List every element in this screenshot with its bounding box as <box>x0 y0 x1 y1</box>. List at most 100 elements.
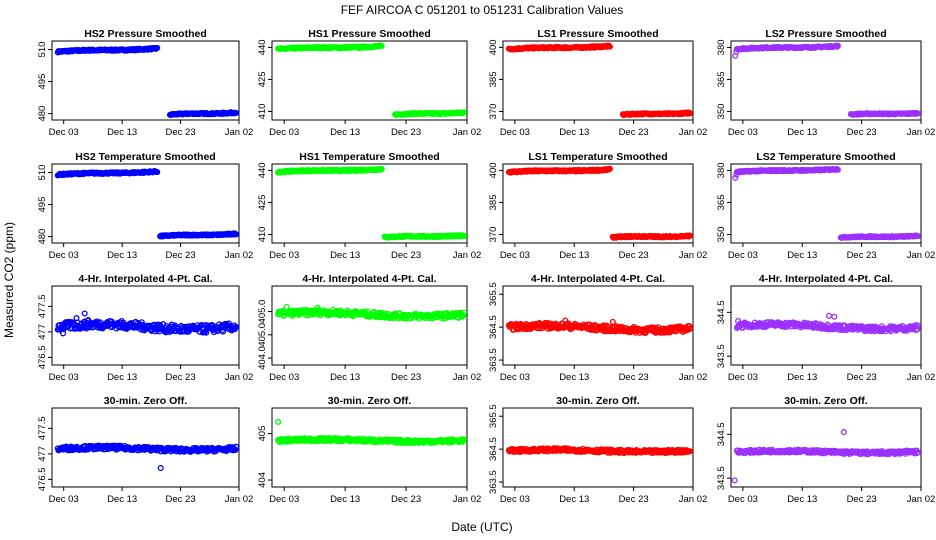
outlier-point <box>81 310 88 317</box>
x-tick-label: Dec 13 <box>559 494 589 505</box>
x-tick-label: Dec 03 <box>269 127 299 138</box>
data-point <box>606 165 613 172</box>
y-tick-label: 405 <box>257 426 268 442</box>
panel-title: HS2 Temperature Smoothed <box>75 151 215 163</box>
series-LS1 <box>505 317 694 336</box>
y-tick-label: 380 <box>716 162 727 178</box>
y-tick-label: 495 <box>37 74 48 90</box>
x-tick-label: Dec 13 <box>330 494 360 505</box>
panel-title: 30-min. Zero Off. <box>104 395 188 407</box>
x-tick-label: Dec 23 <box>391 494 421 505</box>
plot-frame <box>271 285 468 366</box>
data-point <box>378 42 385 50</box>
x-tick-label: Jan 02 <box>453 494 482 505</box>
y-tick-label: 370 <box>488 104 499 120</box>
data-point <box>154 44 161 51</box>
outlier-point <box>733 48 740 55</box>
panel-title: 30-min. Zero Off. <box>556 395 640 407</box>
panel-ls2_p: LS2 Pressure Smoothed 350 365 380 Dec 03 Dec … <box>716 28 935 138</box>
data-point <box>834 166 841 173</box>
panel-title: 4-Hr. Interpolated 4-Pt. Cal. <box>302 273 436 285</box>
plot-frame <box>271 407 468 488</box>
x-tick-label: Jan 02 <box>907 127 936 138</box>
outlier-point <box>275 418 282 425</box>
x-tick-label: Dec 13 <box>559 372 589 383</box>
y-tick-label: 477 <box>37 446 48 462</box>
plot-frame <box>51 40 240 121</box>
data-point <box>686 110 694 117</box>
y-tick-label: 344.5 <box>716 422 727 446</box>
y-tick-label: 350 <box>716 104 727 120</box>
series-HS1 <box>275 42 468 119</box>
outlier-point <box>831 313 838 320</box>
panel-ls2_t: LS2 Temperature Smoothed 350 365 380 Dec 03 D… <box>716 151 935 261</box>
series-HS2 <box>54 442 240 472</box>
x-tick-label: Dec 03 <box>269 372 299 383</box>
panel-title: 30-min. Zero Off. <box>328 395 412 407</box>
y-tick-label: 370 <box>488 227 499 243</box>
data-point <box>914 233 922 240</box>
plot-frame <box>51 285 240 366</box>
y-tick-label: 343.5 <box>716 344 727 368</box>
panel-title: LS1 Pressure Smoothed <box>537 28 658 40</box>
y-tick-label: 343.5 <box>716 466 727 490</box>
x-tick-label: Dec 23 <box>391 250 421 261</box>
x-tick-label: Jan 02 <box>453 127 482 138</box>
y-tick-label: 380 <box>716 39 727 55</box>
data-point <box>154 169 161 176</box>
panel-ls1_z: 30-min. Zero Off. 363.5 364.5 365.5 Dec 03 De… <box>488 395 707 505</box>
y-axis-label: Measured CO2 (ppm) <box>2 222 16 338</box>
y-tick-label: 476.5 <box>37 467 48 491</box>
y-tick-label: 405.0 <box>257 300 268 324</box>
outlier-point <box>609 318 616 325</box>
y-tick-label: 410 <box>257 104 268 120</box>
x-tick-label: Dec 13 <box>559 250 589 261</box>
x-tick-label: Dec 23 <box>847 372 877 383</box>
y-tick-label: 440 <box>257 162 268 178</box>
panel-hs1_i: 4-Hr. Interpolated 4-Pt. Cal.404.0405.04… <box>257 273 481 383</box>
y-tick-label: 365 <box>716 72 727 88</box>
x-axis-label: Date (UTC) <box>451 520 512 534</box>
x-tick-label: Dec 03 <box>728 127 758 138</box>
panel-hs1_z: 30-min. Zero Off. 404 405 Dec 03 Dec 13 Dec 2… <box>257 395 481 505</box>
panel-hs2_p: HS2 Pressure Smoothed 480 495 510 Dec 03 Dec … <box>37 28 253 138</box>
x-tick-label: Dec 23 <box>619 494 649 505</box>
x-tick-label: Dec 23 <box>391 372 421 383</box>
series-HS1 <box>275 418 468 447</box>
y-tick-label: 495 <box>37 197 48 213</box>
panel-title: HS2 Pressure Smoothed <box>84 28 207 40</box>
x-tick-label: Dec 03 <box>49 250 79 261</box>
outlier-point <box>731 477 738 484</box>
y-tick-label: 400 <box>488 39 499 55</box>
y-tick-label: 476.5 <box>37 345 48 369</box>
panel-title: 4-Hr. Interpolated 4-Pt. Cal. <box>78 273 212 285</box>
series-LS2 <box>732 165 922 241</box>
y-tick-label: 385 <box>488 72 499 88</box>
series-LS1 <box>505 445 694 457</box>
x-tick-label: Dec 13 <box>787 494 817 505</box>
data-point <box>203 329 210 336</box>
plot-frame <box>730 163 922 244</box>
x-tick-label: Dec 03 <box>49 372 79 383</box>
data-point <box>460 109 468 116</box>
series-LS2 <box>732 42 922 118</box>
plot-frame <box>271 40 468 121</box>
y-tick-label: 363.5 <box>488 470 499 494</box>
x-tick-label: Jan 02 <box>907 372 936 383</box>
data-point <box>220 328 227 335</box>
x-tick-label: Dec 03 <box>500 250 530 261</box>
panel-ls1_i: 4-Hr. Interpolated 4-Pt. Cal. 363.5 364.5 3… <box>488 273 707 383</box>
series-LS1 <box>505 165 694 241</box>
x-tick-label: Jan 02 <box>679 250 708 261</box>
series-HS2 <box>54 44 240 119</box>
series-HS1 <box>275 303 468 322</box>
data-point <box>914 110 922 117</box>
x-tick-label: Jan 02 <box>907 250 936 261</box>
y-tick-label: 477.5 <box>37 416 48 440</box>
panel-title: LS2 Pressure Smoothed <box>765 28 886 40</box>
outlier-point <box>825 312 833 319</box>
panel-hs2_z: 30-min. Zero Off. 476.5 477 477.5 Dec 03 Dec … <box>37 395 253 505</box>
panel-title: LS2 Temperature Smoothed <box>756 151 895 163</box>
panel-title: 4-Hr. Interpolated 4-Pt. Cal. <box>531 273 665 285</box>
x-tick-label: Dec 13 <box>330 372 360 383</box>
